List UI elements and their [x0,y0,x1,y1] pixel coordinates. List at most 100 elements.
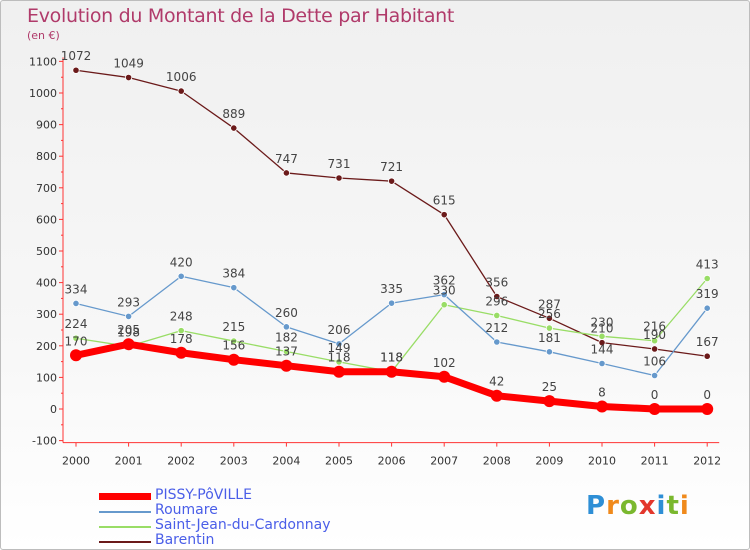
proxiti-logo: Proxiti [586,491,690,521]
x-tick-label: 2000 [62,455,90,468]
logo-letter: t [666,491,680,521]
data-label: 420 [170,255,193,269]
data-label: 190 [643,328,666,342]
data-point-1 [545,348,554,356]
data-point-3 [545,314,554,322]
data-label: 248 [170,310,193,324]
data-point-1 [440,291,448,299]
x-tick-label: 2008 [483,455,511,468]
data-point-3 [493,292,501,301]
y-tick-label: 300 [36,308,57,321]
logo-letter: o [619,491,639,521]
legend-label: Roumare [155,502,218,518]
data-point-3 [703,352,711,360]
data-label: 230 [591,315,614,329]
data-label: 384 [222,267,245,281]
data-point-1 [335,340,343,348]
chart-title: Evolution du Montant de la Dette par Hab… [27,5,455,27]
data-point-0 [596,400,608,413]
data-point-0 [701,403,714,415]
y-tick-label: -100 [32,435,57,448]
data-label: 1006 [166,70,197,84]
data-point-2 [703,274,711,283]
data-label: 106 [643,355,666,369]
data-point-1 [72,299,80,308]
y-tick-label: 1000 [29,87,57,100]
data-point-1 [703,304,711,312]
data-label: 156 [222,339,245,353]
data-label: 118 [380,351,403,365]
x-tick-label: 2009 [535,455,563,468]
y-tick-label: 500 [36,245,57,258]
data-label: 335 [380,282,403,296]
logo-letter: r [606,491,620,521]
data-label: 296 [485,294,508,308]
data-label: 334 [65,282,88,296]
data-point-3 [650,345,659,353]
data-label: 293 [117,295,140,309]
data-point-0 [227,353,240,366]
data-label: 205 [117,323,140,337]
data-point-0 [543,395,556,408]
y-tick-label: 900 [36,119,57,132]
data-label: 216 [643,320,666,334]
data-label: 731 [328,157,351,171]
data-point-0 [122,338,135,351]
data-label: 287 [538,297,561,311]
data-point-3 [282,169,290,177]
data-point-0 [490,389,503,402]
x-tick-label: 2010 [588,455,616,468]
legend-swatch [99,493,151,500]
x-tick-label: 2004 [272,455,300,468]
data-label: 319 [696,287,719,301]
y-tick-label: 600 [36,213,57,226]
data-label: 356 [485,276,508,290]
x-tick-label: 2011 [641,455,669,468]
y-tick-label: 700 [36,182,57,195]
chart-unit-label: (en €) [27,29,60,42]
data-label: 206 [328,323,351,337]
data-point-1 [493,338,501,346]
data-point-3 [387,177,396,185]
data-label: 102 [433,356,456,370]
legend-swatch [99,541,151,543]
data-label: 8 [598,385,606,399]
data-point-1 [177,272,185,280]
x-tick-label: 2005 [325,455,353,468]
data-point-1 [282,323,290,331]
data-point-3 [125,73,133,82]
data-label: 362 [433,274,456,288]
data-point-0 [385,365,398,378]
x-tick-label: 2006 [378,455,406,468]
data-point-2 [177,327,185,335]
data-label: 256 [538,307,561,321]
legend-label: Saint-Jean-du-Cardonnay [155,517,331,533]
data-point-0 [70,349,82,362]
data-point-2 [335,358,343,366]
data-point-1 [387,299,396,307]
x-tick-label: 2007 [430,455,458,468]
data-point-3 [230,124,238,132]
data-point-0 [333,365,345,378]
y-tick-label: 100 [36,371,57,384]
data-point-0 [438,370,451,383]
legend-label: Barentin [155,532,215,548]
data-label: 178 [170,332,193,346]
data-label: 137 [275,345,298,359]
data-point-2 [493,311,501,320]
data-label: 0 [703,388,711,402]
data-point-2 [545,324,554,332]
data-point-3 [335,174,343,182]
logo-letter: i [656,491,667,521]
data-point-1 [598,359,606,368]
y-tick-label: 800 [36,150,57,163]
data-label: 212 [485,321,508,335]
data-point-3 [177,87,185,95]
data-point-1 [125,312,133,321]
data-label: 25 [542,380,557,394]
data-point-3 [440,211,448,219]
data-point-1 [650,371,659,380]
x-tick-label: 2012 [693,455,721,468]
